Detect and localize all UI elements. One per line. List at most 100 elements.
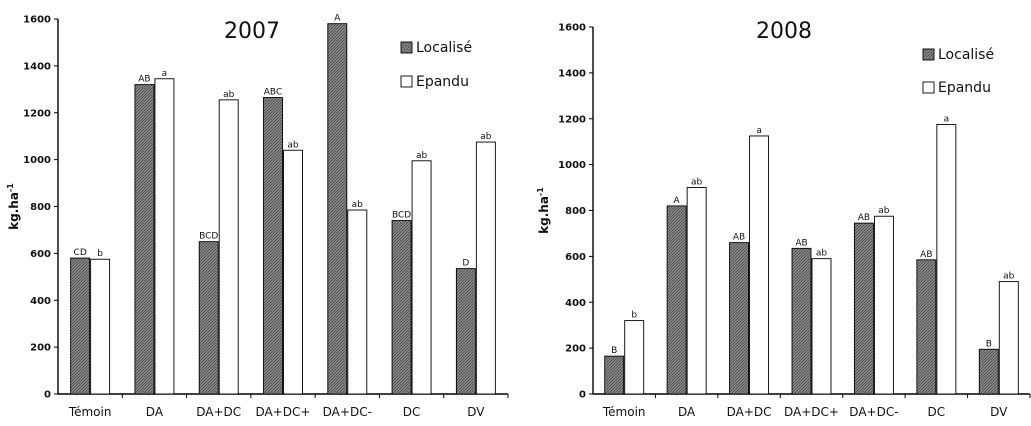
bar-significance-label: ABC xyxy=(264,88,282,98)
bar-epandu xyxy=(90,258,111,395)
bar-localise xyxy=(916,259,937,395)
y-tick-label: 800 xyxy=(30,202,51,213)
bar-epandu xyxy=(624,320,645,395)
bar-significance-label: ab xyxy=(816,249,828,259)
bar-localise xyxy=(729,242,750,395)
bar-localise xyxy=(70,257,91,395)
bar-localise xyxy=(263,97,283,395)
bar-epandu xyxy=(998,281,1019,395)
bar-epandu xyxy=(475,141,496,395)
bar-epandu xyxy=(686,187,707,395)
chart-panel-2007: 0 200 400 600 800 1000 1200 1400 1600 kg.ha-1 Témo… xyxy=(6,14,509,419)
bar-significance-label: CD xyxy=(74,248,87,258)
bar-localise xyxy=(391,220,412,395)
bar-significance-label: A xyxy=(674,196,681,206)
x-tick-label: DA+DC xyxy=(196,405,241,419)
x-tick-label: DA+DC xyxy=(727,405,772,419)
y-tick-label: 1600 xyxy=(558,23,586,34)
bar-significance-label: a xyxy=(162,69,168,79)
x-tick-label: DA xyxy=(678,405,696,419)
bar-localise xyxy=(853,222,874,395)
x-tick-label: DC xyxy=(403,405,421,419)
bar-significance-label: ab xyxy=(480,132,492,142)
y-tick-label: 1400 xyxy=(558,68,586,79)
bar-significance-label: b xyxy=(631,311,637,321)
bar-significance-label: b xyxy=(97,249,103,259)
y-tick-label: 1200 xyxy=(558,114,586,125)
bar-localise xyxy=(327,23,348,395)
y-tick-label: 800 xyxy=(565,206,586,217)
y-tick-label: 1600 xyxy=(23,15,51,26)
x-tick-label: DA+DC- xyxy=(323,405,372,419)
bar-epandu xyxy=(936,124,957,395)
x-tick-label: DA xyxy=(146,405,164,419)
legend-swatch xyxy=(400,41,413,54)
bar-significance-label: AB xyxy=(920,250,932,260)
bar-significance-label: ab xyxy=(878,206,890,216)
bar-significance-label: a xyxy=(944,114,950,124)
bar-epandu xyxy=(283,149,303,395)
legend-swatch xyxy=(922,81,935,94)
legend-swatch xyxy=(400,75,413,88)
x-tick-label: DA+DC- xyxy=(849,405,898,419)
bar-epandu xyxy=(749,135,770,395)
y-tick-label: 0 xyxy=(44,390,51,401)
y-tick-label: 400 xyxy=(565,298,586,309)
bar-significance-label: ab xyxy=(691,178,703,188)
legend-label: Epandu xyxy=(416,74,469,90)
bar-significance-label: AB xyxy=(795,238,807,248)
bar-localise xyxy=(791,247,812,395)
bar-localise xyxy=(198,241,219,395)
y-axis-label: kg.ha-1 xyxy=(536,187,551,234)
chart-title: 2007 xyxy=(224,19,280,44)
bar-epandu xyxy=(873,215,894,395)
bar-significance-label: AB xyxy=(733,233,745,243)
bar-significance-label: ab xyxy=(1003,272,1015,282)
x-tick-label: Témoin xyxy=(602,405,646,419)
bar-epandu xyxy=(811,258,832,395)
y-tick-label: 1200 xyxy=(23,108,51,119)
y-tick-label: 600 xyxy=(30,249,51,260)
y-tick-label: 400 xyxy=(30,296,51,307)
x-tick-label: DC xyxy=(928,405,946,419)
legend-label: Epandu xyxy=(938,80,991,96)
x-tick-label: DV xyxy=(467,405,485,419)
bar-significance-label: A xyxy=(334,14,341,24)
bar-significance-label: BCD xyxy=(199,232,218,242)
y-tick-label: 600 xyxy=(565,252,586,263)
y-axis-label: kg.ha-1 xyxy=(6,183,21,230)
chart-panel-2008: 0 200 400 600 800 1000 1200 1400 1600 kg.ha-1 Témo… xyxy=(536,19,1031,419)
legend-swatch xyxy=(922,48,935,61)
bar-significance-label: ab xyxy=(287,140,299,150)
bar-significance-label: B xyxy=(986,339,992,349)
bar-epandu xyxy=(218,99,239,395)
bar-localise xyxy=(604,355,625,395)
x-tick-label: DA+DC+ xyxy=(784,405,839,419)
bar-significance-label: a xyxy=(756,126,762,136)
legend-label: Localisé xyxy=(938,47,994,63)
bar-significance-label: ab xyxy=(352,200,364,210)
legend-label: Localisé xyxy=(416,40,472,56)
bar-localise xyxy=(978,348,999,395)
bar-significance-label: ab xyxy=(416,151,428,161)
bar-significance-label: B xyxy=(611,346,617,356)
bar-epandu xyxy=(347,209,368,395)
bar-significance-label: ab xyxy=(223,90,235,100)
y-tick-label: 200 xyxy=(565,344,586,355)
bar-epandu xyxy=(411,160,432,395)
y-tick-label: 200 xyxy=(30,343,51,354)
chart-title: 2008 xyxy=(756,19,812,44)
x-tick-label: DA+DC+ xyxy=(256,405,311,419)
bar-localise xyxy=(134,84,155,395)
x-tick-label: DV xyxy=(990,405,1008,419)
y-tick-label: 1000 xyxy=(558,160,586,171)
y-tick-label: 1400 xyxy=(23,61,51,72)
bar-localise xyxy=(666,205,687,395)
y-tick-label: 1000 xyxy=(23,155,51,166)
y-tick-label: 0 xyxy=(579,390,586,401)
bar-significance-label: BCD xyxy=(392,211,411,221)
x-tick-label: Témoin xyxy=(68,405,112,419)
bar-epandu xyxy=(154,78,175,395)
